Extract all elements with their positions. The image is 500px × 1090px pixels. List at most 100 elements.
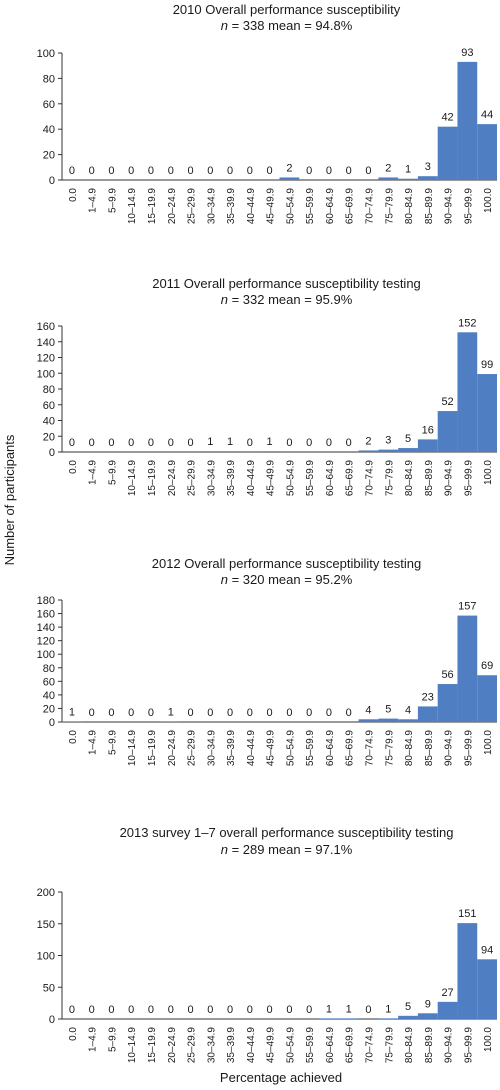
- chart-1-x-tick-label: 5–9.9: [107, 188, 118, 213]
- chart-2-data-label: 0: [187, 437, 193, 449]
- chart-2-bar: [437, 411, 458, 452]
- chart-2-data-label: 1: [227, 436, 233, 448]
- chart-2-y-tick-label: 60: [43, 400, 55, 412]
- chart-4-data-label: 0: [267, 1004, 273, 1016]
- chart-2-data-label: 1: [267, 436, 273, 448]
- chart-1-y-tick-label: 60: [43, 99, 55, 111]
- chart-2-bar: [220, 451, 240, 452]
- chart-4-data-label: 94: [481, 944, 493, 956]
- chart-1-title: 2010 Overall performance susceptibility: [173, 2, 401, 17]
- chart-4-x-tick-label: 90–94.9: [444, 1027, 455, 1064]
- chart-2-y-tick-label: 40: [43, 416, 55, 428]
- chart-3-x-tick-label: 65–69.9: [345, 730, 356, 767]
- chart-1-x-tick-label: 35–39.9: [226, 188, 237, 225]
- chart-3-data-label: 0: [108, 707, 114, 719]
- chart-1-x-tick-label: 0.0: [68, 188, 79, 202]
- chart-2-data-label: 0: [247, 437, 253, 449]
- chart-3-bar: [398, 719, 418, 722]
- chart-4-x-tick-label: 55–59.9: [305, 1027, 316, 1064]
- chart-4-bar: [437, 1001, 458, 1019]
- chart-4-x-tick-label: 100.0: [483, 1027, 494, 1052]
- chart-1-x-tick-label: 60–64.9: [325, 188, 336, 225]
- chart-3-x-tick-label: 0.0: [68, 730, 79, 744]
- chart-1-y-tick-label: 80: [43, 73, 55, 85]
- chart-1-x-tick-label: 70–74.9: [364, 188, 375, 225]
- chart-1-data-label: 0: [326, 165, 332, 177]
- chart-1-data-label: 0: [148, 165, 154, 177]
- chart-4-x-tick-label: 0.0: [68, 1027, 79, 1041]
- chart-1-subtitle-text: = 338 mean = 94.8%: [228, 18, 353, 33]
- chart-4-bar: [338, 1018, 359, 1019]
- chart-1-data-label: 0: [168, 165, 174, 177]
- chart-3-data-label: 69: [481, 660, 493, 672]
- chart-2-x-tick-label: 70–74.9: [364, 460, 375, 497]
- chart-4-y-tick-label: 100: [37, 951, 55, 963]
- chart-3-data-label: 0: [267, 707, 273, 719]
- chart-2-x-tick-label: 100.0: [483, 460, 494, 485]
- chart-3-x-tick-label: 95–99.9: [463, 730, 474, 767]
- chart-4-y-tick-label: 50: [43, 982, 55, 994]
- chart-2-subtitle-n: n: [221, 292, 228, 307]
- chart-3-x-tick-label: 25–29.9: [187, 730, 198, 767]
- charts-container: 2010 Overall performance susceptibilityn…: [37, 2, 497, 1063]
- chart-3-data-label: 56: [441, 669, 453, 681]
- chart-1: 2010 Overall performance susceptibilityn…: [37, 2, 497, 224]
- chart-2-data-label: 0: [89, 437, 95, 449]
- chart-4-data-label: 5: [405, 1001, 411, 1013]
- chart-2-data-label: 16: [422, 424, 434, 436]
- chart-1-x-tick-label: 50–54.9: [285, 188, 296, 225]
- chart-1-data-label: 0: [227, 165, 233, 177]
- chart-3-x-tick-label: 50–54.9: [285, 730, 296, 767]
- chart-4-data-label: 0: [108, 1004, 114, 1016]
- chart-4-bar: [319, 1018, 339, 1019]
- chart-1-x-tick-label: 1–4.9: [88, 188, 99, 213]
- chart-3-y-tick-label: 60: [43, 676, 55, 688]
- chart-1-x-tick-label: 30–34.9: [206, 188, 217, 225]
- chart-1-data-label: 0: [247, 165, 253, 177]
- chart-4-x-tick-label: 85–89.9: [424, 1027, 435, 1064]
- chart-4-data-label: 0: [69, 1004, 75, 1016]
- chart-4-bar: [477, 959, 497, 1019]
- chart-4-x-tick-label: 20–24.9: [167, 1027, 178, 1064]
- chart-1-bar: [457, 61, 478, 180]
- chart-2-y-tick-label: 80: [43, 384, 55, 396]
- chart-2-x-tick-label: 85–89.9: [424, 460, 435, 497]
- shared-x-axis-label: Percentage achieved: [220, 1070, 342, 1085]
- chart-1-x-tick-label: 85–89.9: [424, 188, 435, 225]
- chart-3-x-tick-label: 20–24.9: [167, 730, 178, 767]
- chart-2-x-tick-label: 45–49.9: [266, 460, 277, 497]
- chart-1-x-tick-label: 80–84.9: [404, 188, 415, 225]
- chart-1-data-label: 0: [108, 165, 114, 177]
- chart-1-y-tick-label: 40: [43, 124, 55, 136]
- chart-3-x-tick-label: 40–44.9: [246, 730, 257, 767]
- chart-4-data-label: 0: [128, 1004, 134, 1016]
- chart-2-data-label: 0: [326, 437, 332, 449]
- chart-3-x-tick-label: 5–9.9: [107, 730, 118, 755]
- chart-1-subtitle: n = 338 mean = 94.8%: [221, 18, 353, 33]
- chart-4-bar: [417, 1013, 438, 1019]
- chart-4-x-tick-label: 15–19.9: [147, 1027, 158, 1064]
- chart-3-x-tick-label: 100.0: [483, 730, 494, 755]
- chart-2-x-tick-label: 15–19.9: [147, 460, 158, 497]
- chart-1-x-tick-label: 95–99.9: [463, 188, 474, 225]
- chart-3-y-tick-label: 120: [37, 636, 55, 648]
- chart-1-x-tick-label: 25–29.9: [187, 188, 198, 225]
- chart-3-subtitle: n = 320 mean = 95.2%: [221, 572, 353, 587]
- chart-3-y-tick-label: 140: [37, 622, 55, 634]
- chart-3-x-tick-label: 55–59.9: [305, 730, 316, 767]
- chart-1-x-tick-label: 90–94.9: [444, 188, 455, 225]
- chart-4-data-label: 0: [168, 1004, 174, 1016]
- chart-1-data-label: 2: [385, 162, 391, 174]
- chart-1-y-tick-label: 20: [43, 150, 55, 162]
- chart-3-data-label: 4: [405, 704, 411, 716]
- chart-2-x-tick-label: 30–34.9: [206, 460, 217, 497]
- chart-1-bar: [417, 176, 438, 180]
- chart-3-x-tick-label: 10–14.9: [127, 730, 138, 767]
- chart-3-title: 2012 Overall performance susceptibility …: [152, 556, 422, 571]
- chart-2-data-label: 0: [108, 437, 114, 449]
- chart-1-data-label: 93: [461, 47, 473, 59]
- chart-2-data-label: 0: [69, 437, 75, 449]
- chart-2-x-tick-label: 1–4.9: [88, 460, 99, 485]
- chart-4-x-tick-label: 25–29.9: [187, 1027, 198, 1064]
- chart-1-bar: [378, 177, 399, 180]
